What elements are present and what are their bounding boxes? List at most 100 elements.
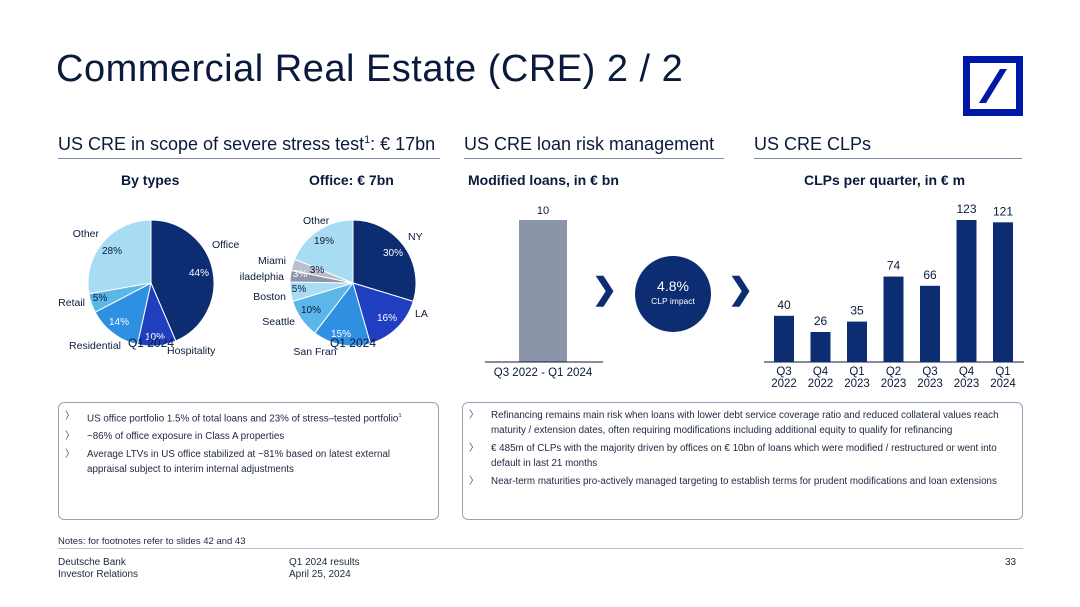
bullet-text: Near-term maturities pro-actively manage… (491, 476, 997, 487)
pie-value-label: 28% (102, 246, 122, 257)
pie-category-label: Philadelphia (240, 271, 284, 283)
bar-category-label: Q3 2022 - Q1 2024 (494, 367, 593, 379)
summary-box-right: 〉 Refinancing remains main risk when loan… (462, 402, 1023, 520)
pie-value-label: 15% (331, 329, 351, 340)
pie-slice-ny (352, 219, 417, 302)
bar-clp-q4-2023 (956, 220, 977, 362)
page-number: 33 (1005, 557, 1017, 568)
section-divider (464, 158, 724, 159)
pie-chart-types: 44% 10% 14% 5% 28% Office Hospitality Residenti… (58, 219, 239, 357)
bar-clp-q4-2022 (810, 331, 831, 362)
bar-clp-q2-2023 (883, 276, 904, 362)
bullet-text: Refinancing remains main risk when loans… (491, 410, 999, 436)
pie-category-label: Seattle (262, 316, 295, 328)
bar-category-label: 2023 (954, 378, 980, 390)
bar-value-label: 40 (777, 298, 791, 312)
page-title: Commercial Real Estate (CRE) 2 / 2 (56, 48, 684, 90)
chevron-right-icon: ❯ (728, 273, 754, 306)
bullet-marker-icon: 〉 (65, 449, 75, 461)
pie-value-label: 5% (292, 284, 307, 295)
modified-loans-title: Modified loans, in € bn (468, 172, 619, 188)
pie-period-label: Q1 2024 (128, 336, 174, 350)
pie-category-label: Hospitality (167, 345, 216, 357)
pie-types-title: By types (121, 172, 180, 188)
pie-value-label: 30% (383, 248, 403, 259)
bar-chart-clps: 40Q3202226Q4202235Q1202374Q2202366Q32023… (764, 202, 1024, 390)
pie-category-label: Retail (58, 297, 85, 309)
bar-category-label: Q2 (886, 366, 901, 378)
bar-chart-modified-loans: 10 Q3 2022 - Q1 2024 (485, 205, 603, 379)
section-divider (754, 158, 1022, 159)
bar-value-label: 123 (956, 202, 976, 216)
pie-category-label: NY (408, 231, 423, 243)
pie-slice-residential (94, 282, 152, 346)
footer-divider (58, 548, 1023, 549)
bar-category-label: Q4 (959, 366, 975, 378)
section-title-stress: US CRE in scope of severe stress test1: … (58, 134, 436, 154)
summary-box-left: 〉 US office portfolio 1.5% of total loans… (58, 402, 439, 520)
pie-slice-san-fran (314, 281, 372, 347)
footer-report: Q1 2024 results (289, 557, 360, 568)
bar-category-label: 2023 (844, 378, 870, 390)
pie-slice-office (150, 219, 215, 342)
pie-value-label: 5% (93, 293, 108, 304)
pie-value-label: 10% (301, 305, 321, 316)
bullet-item: 〉 € 485m of CLPs with the majority driven… (463, 441, 1012, 471)
bar-value-label: 10 (537, 205, 549, 217)
pie-slice-other (294, 219, 354, 284)
bullet-marker-icon: 〉 (469, 410, 479, 421)
pie-category-label: LA (415, 308, 428, 320)
clp-impact-circle: 4.8% CLP impact (635, 256, 711, 332)
bullet-text: US office portfolio 1.5% of total loans … (87, 413, 399, 425)
pie-office-title: Office: € 7bn (309, 172, 394, 188)
bullet-marker-icon: 〉 (469, 476, 479, 487)
bullet-marker-icon: 〉 (469, 443, 479, 454)
pie-category-label: Boston (253, 291, 286, 303)
bullet-item: 〉 Average LTVs in US office stabilized at… (59, 447, 428, 477)
pie-category-label: Residential (69, 340, 121, 352)
pie-value-label: 3% (293, 269, 308, 280)
pie-category-label: Miami (258, 255, 286, 267)
bar-clp-q1-2024 (993, 222, 1013, 362)
bar-category-label: Q1 (995, 366, 1010, 378)
deutsche-bank-logo (963, 56, 1023, 116)
pie-value-label: 10% (145, 332, 165, 343)
bar-value-label: 26 (814, 314, 828, 328)
bar-category-label: Q1 (849, 366, 864, 378)
bar-category-label: 2023 (917, 378, 943, 390)
pie-value-label: 14% (109, 317, 129, 328)
bar-category-label: 2023 (881, 378, 907, 390)
footer-department: Investor Relations (58, 569, 139, 580)
footer-date: April 25, 2024 (289, 569, 351, 580)
pie-category-label: Other (303, 215, 330, 227)
footer-company: Deutsche Bank (58, 557, 126, 568)
pie-slice-other (87, 219, 152, 295)
bar-value-label: 74 (887, 259, 901, 273)
bar-clp-q1-2023 (847, 321, 867, 362)
bullet-item: 〉 Near-term maturities pro-actively manag… (463, 474, 1012, 489)
section-title-risk: US CRE loan risk management (464, 134, 715, 154)
bar-clp-q3-2022 (774, 315, 794, 362)
bar-value-label: 66 (923, 268, 937, 282)
bar-clp-q3-2023 (920, 285, 940, 362)
section-divider (58, 158, 440, 159)
bullet-text: € 485m of CLPs with the majority driven … (491, 443, 997, 469)
bar-value-label: 35 (850, 304, 864, 318)
bar-category-label: Q3 (776, 366, 791, 378)
bullet-marker-icon: 〉 (65, 411, 75, 422)
pie-category-label: San Fran (293, 346, 336, 358)
bar-modified-loans (519, 220, 567, 362)
section-title-clps: US CRE CLPs (754, 134, 872, 154)
bullet-item: 〉 US office portfolio 1.5% of total loans… (65, 411, 402, 425)
bullet-text: ~86% of office exposure in Class A prope… (87, 431, 285, 443)
clp-impact-value: 4.8% (657, 278, 689, 294)
chevron-right-icon: ❯ (592, 273, 618, 306)
bullet-text: Average LTVs in US office stabilized at … (87, 449, 391, 476)
pie-category-label: Office (212, 239, 239, 251)
pie-value-label: 16% (377, 313, 397, 324)
bullet-item: 〉 ~86% of office exposure in Class A prop… (59, 429, 428, 444)
bar-category-label: Q3 (922, 366, 937, 378)
notes-text: Notes: for footnotes refer to slides 42 … (58, 536, 246, 547)
pie-period-label: Q1 2024 (330, 336, 376, 350)
